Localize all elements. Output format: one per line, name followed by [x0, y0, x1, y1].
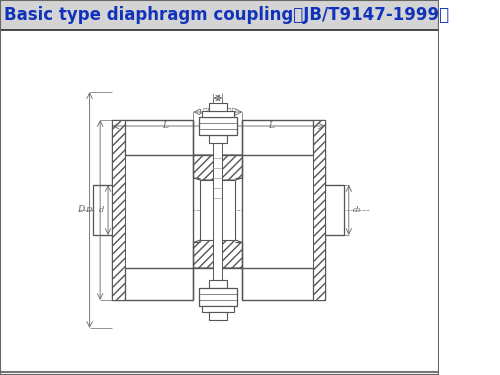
- Text: t: t: [216, 94, 220, 102]
- Text: d₁: d₁: [353, 206, 362, 214]
- Bar: [209, 135, 226, 143]
- Bar: [112, 120, 125, 300]
- Text: L: L: [268, 122, 274, 130]
- Text: d: d: [98, 206, 103, 214]
- Bar: [93, 185, 112, 235]
- Bar: [209, 312, 226, 320]
- Bar: [112, 120, 194, 300]
- Text: D: D: [77, 206, 84, 214]
- Text: L: L: [162, 122, 168, 130]
- Bar: [209, 280, 226, 288]
- Polygon shape: [125, 155, 313, 180]
- Bar: [200, 180, 235, 240]
- Bar: [198, 117, 237, 135]
- Text: Basic type diaphragm coupling（JB/T9147-1999）: Basic type diaphragm coupling（JB/T9147-1…: [4, 6, 448, 24]
- Text: L推带: L推带: [198, 108, 212, 116]
- Bar: [325, 185, 344, 235]
- Polygon shape: [125, 240, 313, 268]
- Bar: [214, 143, 222, 280]
- Bar: [0, 0, 440, 30]
- Bar: [198, 288, 237, 306]
- Text: L推带: L推带: [223, 108, 238, 116]
- Bar: [202, 111, 234, 117]
- Bar: [313, 120, 325, 300]
- Bar: [242, 120, 325, 300]
- Bar: [202, 306, 234, 312]
- Text: D₁: D₁: [86, 206, 96, 214]
- Bar: [209, 103, 226, 111]
